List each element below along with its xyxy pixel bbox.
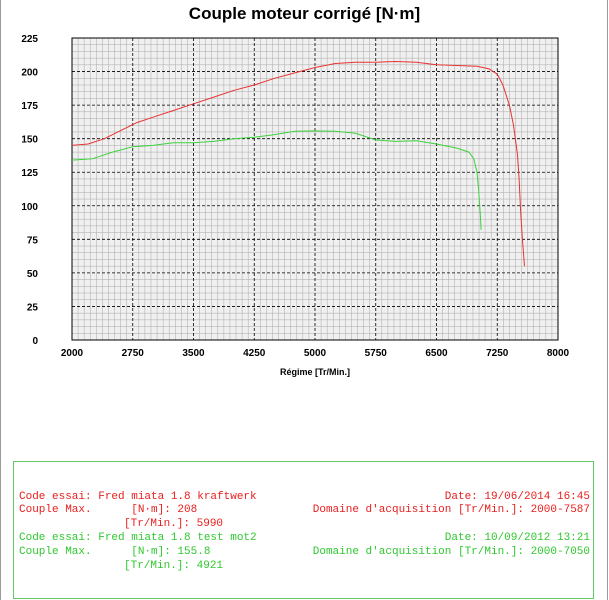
plot-border: [71, 37, 559, 341]
y-tick-label: 50: [27, 269, 39, 280]
series-line-1: [71, 60, 525, 267]
y-tick-label: 150: [21, 135, 38, 146]
x-tick-label: 4250: [243, 348, 266, 359]
y-tick-label: 0: [32, 336, 38, 347]
legend-panel: Code essai: Fred miata 1.8 kraftwerk Dat…: [13, 461, 594, 599]
y-tick-label: 25: [27, 302, 39, 313]
x-axis-label: Régime [Tr/Min.]: [280, 367, 350, 377]
run1-max-rpm: [Tr/Min.]: 5990: [124, 518, 224, 530]
y-tick-label: 100: [21, 202, 38, 213]
x-tick-label: 5000: [304, 348, 327, 359]
run2-max-torque: Couple Max. [N·m]: 155.8: [19, 546, 211, 558]
y-tick-label: 225: [21, 34, 38, 45]
y-tick-label: 75: [27, 235, 39, 246]
y-tick-label: 200: [21, 68, 38, 79]
run1-date: Date: 19/06/2014 16:45: [444, 491, 590, 503]
run1-code: Code essai: Fred miata 1.8 kraftwerk: [19, 491, 257, 503]
run1-range: Domaine d'acquisition [Tr/Min.]: 2000-75…: [312, 504, 590, 516]
run1-max-torque: Couple Max. [N·m]: 208: [19, 504, 198, 516]
window-right-border: [607, 0, 608, 600]
run2-max-rpm: [Tr/Min.]: 4921: [124, 560, 224, 572]
chart-title: Couple moteur corrigé [N·m]: [188, 4, 421, 23]
x-tick-label: 3500: [182, 348, 205, 359]
window-left-border: [0, 0, 1, 600]
run2-code: Code essai: Fred miata 1.8 test mot2: [19, 532, 257, 544]
y-tick-label: 125: [21, 168, 38, 179]
y-tick-label: 175: [21, 101, 38, 112]
x-tick-label: 6500: [425, 348, 448, 359]
run2-range: Domaine d'acquisition [Tr/Min.]: 2000-70…: [312, 546, 590, 558]
x-tick-label: 5750: [365, 348, 388, 359]
x-tick-label: 7250: [486, 348, 509, 359]
series-line-2: [71, 130, 482, 230]
x-tick-label: 2750: [122, 348, 145, 359]
torque-chart: 2000 2750 3500 4250 5000 5750 6500 7250 8000 0 25 5…: [21, 34, 570, 377]
x-tick-label: 8000: [547, 348, 570, 359]
x-tick-label: 2000: [61, 348, 84, 359]
run2-date: Date: 10/09/2012 13:21: [444, 532, 590, 544]
